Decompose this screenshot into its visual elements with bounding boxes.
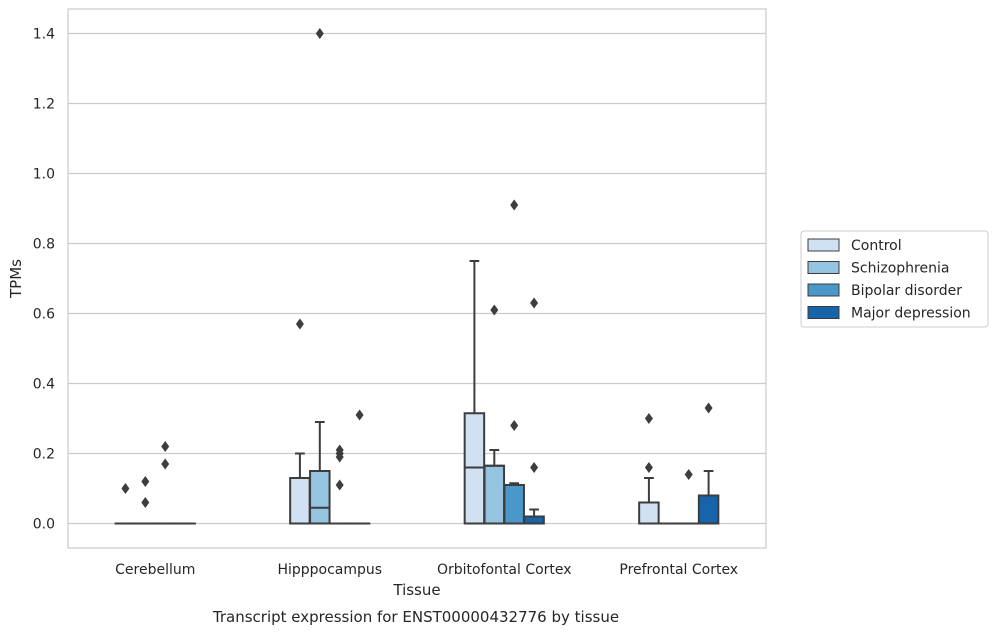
y-tick-label: 1.4: [33, 27, 55, 43]
box-group: [289, 318, 311, 525]
box: [697, 494, 720, 525]
legend-label: Bipolar disorder: [851, 283, 962, 299]
outlier-point: [121, 483, 130, 494]
y-axis-label: TPMs: [7, 259, 25, 299]
outlier-point: [355, 409, 364, 421]
legend-swatch: [807, 238, 840, 252]
box-group: [503, 199, 525, 525]
box-group: [483, 304, 506, 525]
box-group: [328, 444, 351, 525]
box-group: [134, 476, 157, 525]
outlier-point: [141, 476, 150, 487]
box-series: [114, 28, 720, 525]
box-group: [638, 413, 660, 525]
x-tick-label: Prefrontal Cortex: [619, 562, 738, 578]
outlier-point: [644, 413, 653, 424]
box-group: [463, 260, 486, 525]
box-group: [114, 483, 137, 525]
outlier-point: [295, 318, 304, 330]
outlier-point: [490, 304, 499, 316]
y-tick-label: 0.8: [33, 237, 55, 253]
series-major-depression: [174, 297, 720, 525]
legend-label: Control: [851, 238, 902, 254]
box: [483, 464, 506, 525]
box: [503, 484, 525, 525]
plot-frame: [67, 8, 767, 549]
grid-lines: [68, 32, 766, 525]
series-schizophrenia: [134, 28, 680, 525]
x-axis-ticks: Cerebellum Hipppocampus Orbitofontal Corte…: [115, 562, 738, 578]
y-tick-label: 0.4: [33, 377, 55, 393]
outlier-point: [510, 199, 519, 211]
chart-caption: Transcript expression for ENST0000043277…: [212, 608, 619, 626]
legend-swatch: [807, 261, 840, 274]
box-group: [697, 402, 720, 525]
y-tick-label: 0.6: [33, 307, 55, 323]
legend-label: Schizophrenia: [851, 261, 949, 277]
series-control: [114, 260, 660, 525]
box: [309, 470, 331, 525]
outlier-point: [161, 458, 170, 470]
box: [638, 501, 660, 525]
x-tick-label: Hipppocampus: [277, 562, 382, 578]
y-tick-label: 0.0: [33, 517, 55, 533]
outlier-point: [161, 441, 170, 452]
x-tick-label: Cerebellum: [115, 562, 195, 578]
box-group: [309, 28, 331, 525]
box: [523, 515, 545, 525]
box-group: [523, 297, 545, 525]
legend: Control Schizophrenia Bipolar disorder Majo…: [800, 230, 989, 328]
outlier-point: [530, 297, 539, 309]
outlier-point: [704, 402, 713, 414]
box-group: [348, 409, 371, 525]
box-group: [677, 469, 700, 525]
outlier-point: [684, 469, 693, 480]
outlier-point: [644, 462, 653, 473]
outlier-point: [335, 444, 344, 456]
outlier-point: [141, 497, 150, 508]
outlier-point: [510, 420, 519, 431]
legend-label: Major depression: [851, 306, 971, 322]
x-axis-label: Tissue: [392, 581, 440, 599]
legend-swatch: [807, 283, 840, 297]
y-axis-ticks: 0.0 0.2 0.4 0.6 0.8 1.0 1.2 1.4: [33, 27, 55, 533]
outlier-point: [315, 28, 324, 39]
legend-swatch: [807, 306, 840, 319]
y-tick-label: 1.0: [33, 167, 55, 183]
legend-frame: [800, 230, 989, 328]
outlier-point: [335, 479, 344, 491]
outlier-point: [530, 462, 539, 473]
y-tick-label: 0.2: [33, 447, 55, 463]
y-tick-label: 1.2: [33, 97, 55, 113]
box: [289, 477, 311, 525]
x-tick-label: Orbitofontal Cortex: [437, 562, 572, 578]
series-bipolar-disorder: [154, 199, 700, 525]
